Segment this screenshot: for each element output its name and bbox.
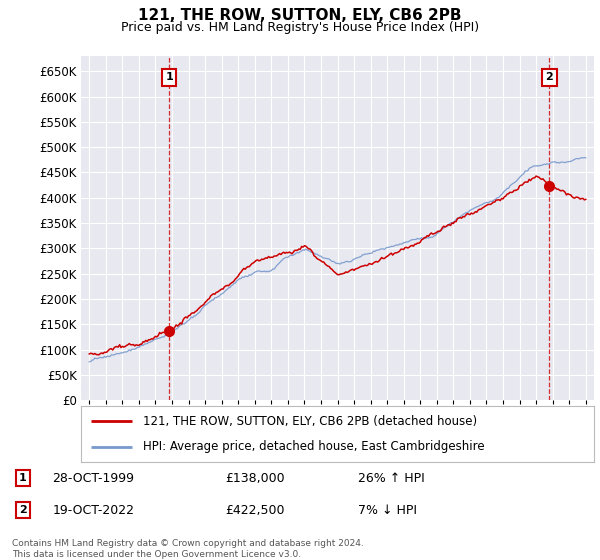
Text: 26% ↑ HPI: 26% ↑ HPI [358,472,424,485]
Text: 2: 2 [545,72,553,82]
Text: 1: 1 [166,72,173,82]
Text: 121, THE ROW, SUTTON, ELY, CB6 2PB (detached house): 121, THE ROW, SUTTON, ELY, CB6 2PB (deta… [143,414,476,428]
Text: HPI: Average price, detached house, East Cambridgeshire: HPI: Average price, detached house, East… [143,440,484,454]
Text: 121, THE ROW, SUTTON, ELY, CB6 2PB: 121, THE ROW, SUTTON, ELY, CB6 2PB [138,8,462,24]
Text: 19-OCT-2022: 19-OCT-2022 [52,503,134,516]
Text: Price paid vs. HM Land Registry's House Price Index (HPI): Price paid vs. HM Land Registry's House … [121,21,479,34]
Text: 28-OCT-1999: 28-OCT-1999 [52,472,134,485]
Text: £138,000: £138,000 [225,472,285,485]
Text: £422,500: £422,500 [225,503,284,516]
Text: 2: 2 [19,505,26,515]
Text: 7% ↓ HPI: 7% ↓ HPI [358,503,416,516]
Text: Contains HM Land Registry data © Crown copyright and database right 2024.
This d: Contains HM Land Registry data © Crown c… [12,539,364,559]
Text: 1: 1 [19,473,26,483]
